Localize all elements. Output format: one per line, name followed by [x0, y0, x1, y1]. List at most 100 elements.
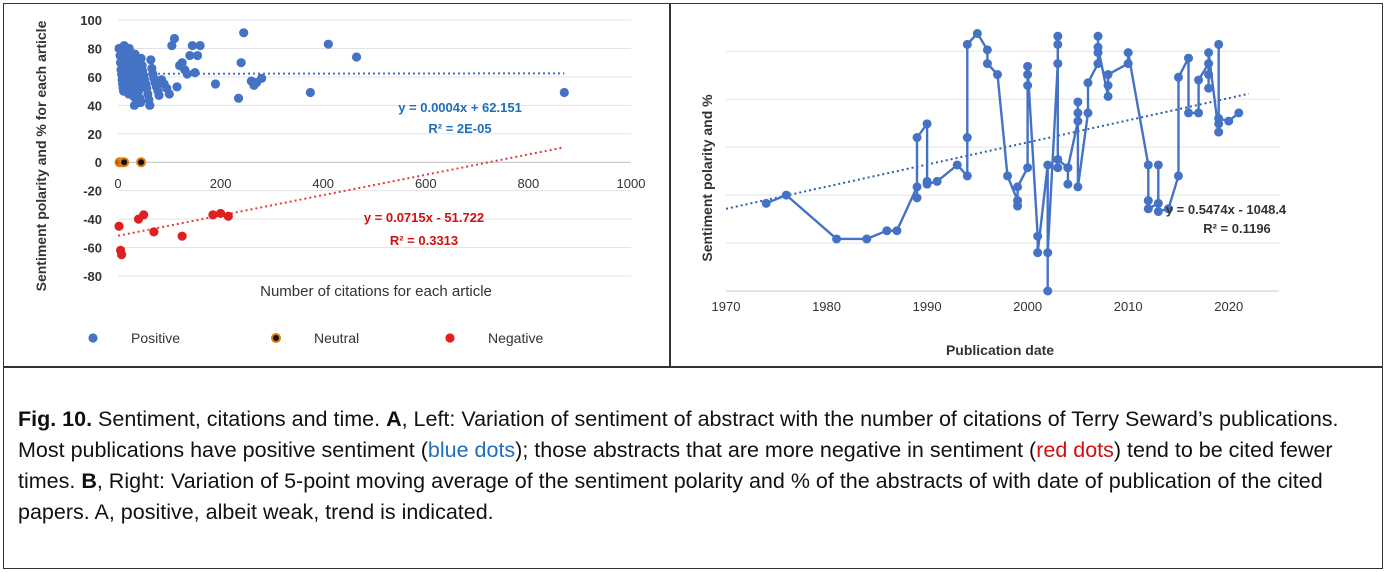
chart-b-point: [962, 39, 972, 49]
chart-b-point: [1214, 39, 1224, 49]
chart-a-y-tick: -80: [83, 269, 102, 284]
chart-b-x-tick: 2000: [1013, 299, 1042, 314]
chart-a-point-positive: [210, 79, 221, 89]
chart-b-point: [1143, 160, 1153, 170]
chart-b-x-tick: 1990: [913, 299, 942, 314]
chart-b-point: [1163, 204, 1173, 214]
chart-a-x-tick: 0: [114, 176, 121, 191]
chart-a-point-negative: [114, 221, 124, 231]
chart-a-legend: Positive Neutral Negative: [88, 330, 543, 346]
chart-a-negative-trend-r2: R² = 0.3313: [390, 233, 458, 248]
chart-b-points: [761, 28, 1244, 296]
chart-a-x-tick: 400: [312, 176, 334, 191]
chart-b-point: [1023, 81, 1033, 90]
chart-b-point: [1224, 116, 1234, 126]
chart-a-point-negative: [139, 210, 149, 220]
panel-divider-vertical: [669, 3, 671, 367]
chart-a-point-positive: [195, 41, 205, 51]
chart-b-point: [982, 59, 992, 69]
chart-b-point: [1073, 108, 1083, 118]
caption-part4: ) tend to be cited fewer times.: [18, 438, 1333, 493]
chart-a-point-positive: [351, 52, 362, 62]
chart-a-point-positive: [124, 43, 134, 54]
caption-part3: ); those abstracts that are more negativ…: [515, 438, 1037, 462]
chart-a-y-tick: 40: [88, 98, 102, 113]
chart-b-point: [1043, 286, 1053, 296]
chart-b-trend-equation: y = 0.5474x - 1048.4: [1166, 202, 1287, 217]
chart-b-point: [781, 190, 791, 200]
chart-b-trendline-path: [725, 92, 1250, 210]
chart-a-gridlines: [118, 19, 631, 277]
chart-a-legend-label-negative: Negative: [488, 330, 543, 346]
chart-b-point: [1184, 53, 1194, 63]
chart-a-x-tick: 800: [518, 176, 540, 191]
chart-a-point-positive: [305, 87, 315, 98]
chart-b-point: [1053, 31, 1063, 41]
chart-b-point: [1073, 116, 1083, 126]
chart-a-points: [114, 28, 569, 260]
chart-a-point-positive: [182, 69, 192, 79]
chart-b-point: [832, 234, 842, 244]
chart-b-x-tick-labels: 1970 1980 1990 2000 2010 2020: [712, 299, 1244, 314]
chart-b-point: [1184, 108, 1194, 118]
chart-a-y-axis-label: Sentiment polarity and % for each articl…: [33, 20, 49, 291]
chart-a-x-axis-label: Number of citations for each article: [260, 283, 492, 300]
chart-a-y-tick: -60: [83, 241, 102, 256]
chart-a-trendlines: [117, 72, 565, 237]
chart-b-point: [1013, 182, 1023, 192]
chart-a-y-tick: 60: [88, 70, 102, 85]
chart-a-x-tick: 200: [210, 176, 232, 191]
chart-b-point: [932, 176, 942, 186]
chart-b-point: [912, 193, 922, 203]
chart-b-point: [1103, 81, 1113, 90]
chart-b-point: [1173, 72, 1183, 82]
chart-b-point: [1123, 59, 1133, 69]
chart-b-point: [962, 133, 972, 143]
chart-b-point: [1053, 59, 1063, 69]
chart-a-point-negative: [116, 250, 127, 260]
chart-b-point: [922, 119, 932, 129]
chart-a-point-positive: [192, 50, 203, 61]
chart-b-point: [1153, 207, 1163, 217]
chart-a-trendline-negative: [117, 146, 565, 237]
chart-b-point: [1143, 196, 1153, 206]
caption-fig-label: Fig. 10.: [18, 407, 93, 431]
chart-a-x-tick-labels: 0 200 400 600 800 1000: [114, 176, 645, 191]
chart-a-point-positive: [236, 58, 246, 68]
chart-a-point-positive: [136, 53, 146, 64]
chart-a-x-tick: 600: [415, 176, 437, 191]
chart-a-point-positive: [559, 87, 569, 98]
chart-a-y-tick: 80: [88, 41, 102, 56]
chart-a-point-positive: [257, 73, 267, 83]
chart-b-point: [1093, 42, 1103, 52]
chart-a-legend-marker-negative: [445, 333, 455, 343]
chart-a-y-tick: 0: [95, 155, 102, 170]
chart-b-point: [1123, 48, 1133, 58]
chart-b-point: [862, 234, 872, 244]
chart-b-x-tick: 1980: [812, 299, 841, 314]
chart-a-point-positive: [146, 55, 156, 65]
chart-a-point-positive: [239, 28, 249, 38]
chart-b-point: [1214, 113, 1224, 123]
chart-b-point: [1083, 78, 1093, 88]
chart-a-legend-marker-positive: [88, 333, 98, 343]
panel-divider-horizontal: [3, 366, 1383, 368]
chart-b-point: [952, 160, 962, 170]
chart-b-point: [1204, 48, 1214, 58]
chart-b-point: [882, 226, 892, 236]
chart-a-point-neutral: [119, 157, 130, 168]
chart-b-point: [922, 179, 932, 189]
chart-b-point: [1103, 91, 1113, 101]
chart-b-point: [1043, 248, 1053, 258]
chart-b-series-line: [765, 31, 1240, 291]
chart-a-point-negative: [223, 211, 233, 221]
chart-b-series-path: [765, 31, 1240, 291]
chart-b-point: [1023, 70, 1033, 80]
chart-b-point: [1053, 39, 1063, 49]
chart-b-point: [1204, 83, 1214, 93]
chart-a-positive-trend-equation: y = 0.0004x + 62.151: [398, 100, 522, 115]
caption-part2: , Left: Variation of sentiment of abstra…: [18, 407, 1339, 462]
chart-b-point: [1153, 160, 1163, 170]
chart-b-point: [1083, 108, 1093, 118]
